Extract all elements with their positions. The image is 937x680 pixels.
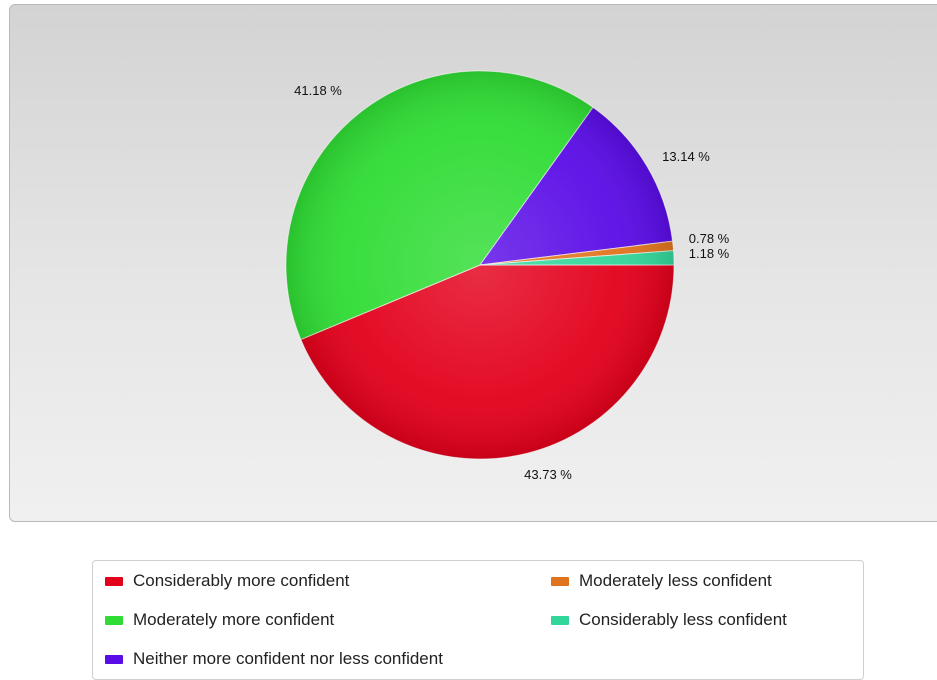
legend-label: Neither more confident nor less confiden… <box>133 649 443 668</box>
legend: Considerably more confident Moderately l… <box>92 560 864 680</box>
slice-label: 13.14 % <box>662 149 710 164</box>
legend-label: Considerably more confident <box>133 571 350 590</box>
legend-swatch <box>105 615 123 625</box>
legend-label: Moderately less confident <box>579 571 772 590</box>
slice-label: 43.73 % <box>524 467 572 482</box>
slice-label: 41.18 % <box>294 83 342 98</box>
legend-label: Moderately more confident <box>133 610 335 629</box>
slice-label: 0.78 % <box>689 231 730 246</box>
legend-label: Considerably less confident <box>579 610 787 629</box>
legend-swatch <box>551 576 569 586</box>
slice-label: 1.18 % <box>689 246 730 261</box>
legend-item-considerably-less: Considerably less confident <box>551 610 787 630</box>
legend-item-moderately-more: Moderately more confident <box>105 610 334 630</box>
legend-swatch <box>105 654 123 664</box>
legend-swatch <box>551 615 569 625</box>
legend-item-neither: Neither more confident nor less confiden… <box>105 649 443 669</box>
legend-swatch <box>105 576 123 586</box>
legend-item-considerably-more: Considerably more confident <box>105 571 349 591</box>
legend-item-moderately-less: Moderately less confident <box>551 571 772 591</box>
